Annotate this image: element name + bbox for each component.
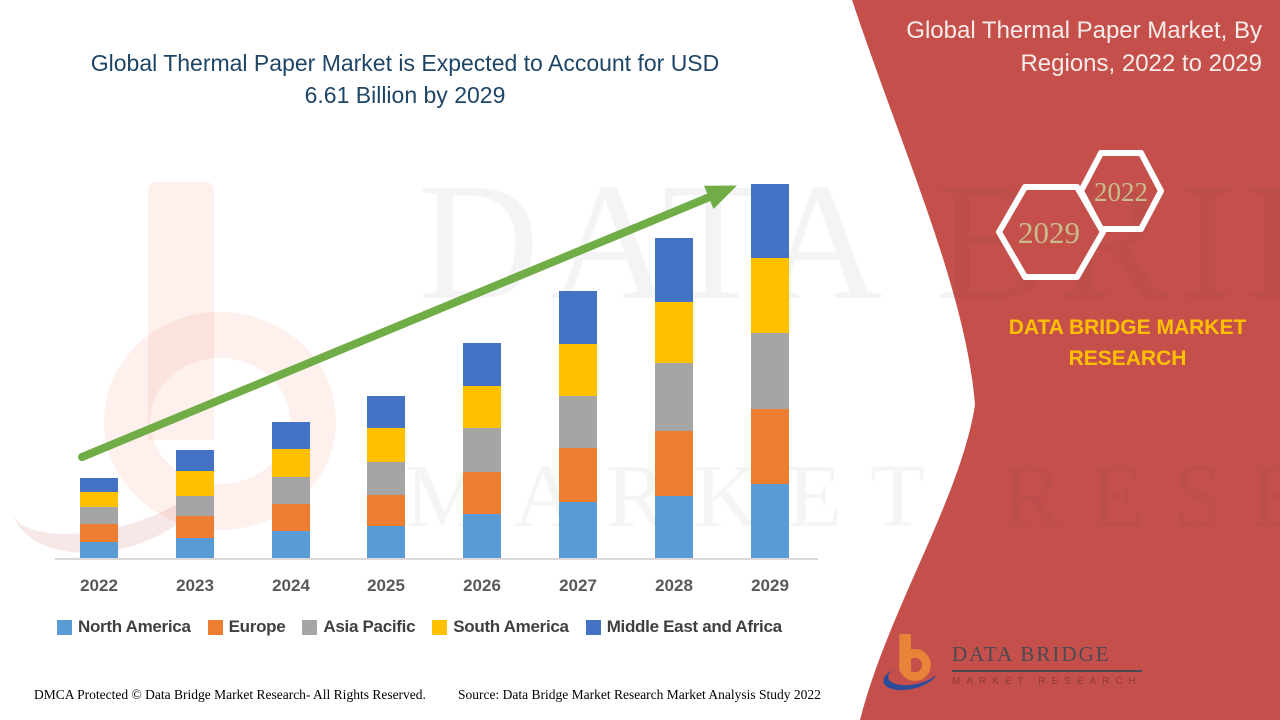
bar-segment-2023-middle-east-and-africa: [176, 450, 214, 471]
bar-segment-2029-asia-pacific: [751, 333, 789, 409]
logo-subtitle: MARKET RESEARCH: [952, 675, 1142, 687]
bar-segment-2026-south-america: [463, 386, 501, 428]
chart-title-line2: 6.61 Billion by 2029: [304, 82, 506, 108]
legend-item-middle-east-and-africa: Middle East and Africa: [585, 617, 782, 637]
watermark-text-marketresearch: MARKET RESEARCH: [405, 447, 1280, 546]
bar-segment-2025-north-america: [367, 526, 405, 558]
bar-segment-2025-europe: [367, 495, 405, 526]
bar-segment-2026-europe: [463, 472, 501, 514]
legend-swatch: [302, 619, 318, 635]
dmca-notice: DMCA Protected © Data Bridge Market Rese…: [34, 687, 426, 702]
hexagon-2022-label: 2022: [1094, 177, 1148, 207]
hexagon-2029: [996, 184, 1106, 280]
logo-title: DATA BRIDGE: [952, 642, 1142, 672]
x-axis-label-2025: 2025: [367, 576, 405, 595]
legend-swatch: [207, 619, 223, 635]
x-axis-label-2024: 2024: [272, 576, 310, 595]
bar-segment-2024-asia-pacific: [272, 477, 310, 504]
legend-label: South America: [453, 617, 569, 636]
bar-segment-2027-europe: [559, 448, 597, 502]
bar-segment-2024-north-america: [272, 531, 310, 558]
bar-segment-2025-south-america: [367, 428, 405, 462]
bar-segment-2029-middle-east-and-africa: [751, 184, 789, 258]
legend-label: Europe: [228, 617, 286, 636]
bar-segment-2028-asia-pacific: [655, 363, 693, 431]
bar-segment-2022-europe: [80, 524, 118, 542]
bar-segment-2026-asia-pacific: [463, 428, 501, 472]
bar-segment-2025-asia-pacific: [367, 462, 405, 495]
x-axis-label-2027: 2027: [559, 576, 597, 595]
bar-segment-2022-north-america: [80, 542, 118, 558]
x-axis-label-2026: 2026: [463, 576, 501, 595]
chart-title-line1: Global Thermal Paper Market is Expected …: [90, 50, 720, 76]
bar-segment-2023-north-america: [176, 538, 214, 558]
bar-segment-2024-europe: [272, 504, 310, 531]
x-axis-line: [55, 558, 818, 560]
bar-segment-2029-europe: [751, 409, 789, 484]
source-note: Source: Data Bridge Market Research Mark…: [458, 687, 821, 702]
legend-label: Asia Pacific: [323, 617, 416, 636]
bar-segment-2023-europe: [176, 516, 214, 538]
bar-segment-2029-south-america: [751, 258, 789, 333]
legend-item-north-america: North America: [57, 617, 191, 637]
bar-segment-2024-middle-east-and-africa: [272, 422, 310, 449]
legend-item-europe: Europe: [207, 617, 286, 637]
bar-segment-2026-middle-east-and-africa: [463, 343, 501, 386]
bar-segment-2024-south-america: [272, 449, 310, 477]
bar-segment-2023-south-america: [176, 471, 214, 496]
bar-segment-2028-europe: [655, 431, 693, 496]
legend-item-asia-pacific: Asia Pacific: [302, 617, 416, 637]
footer-logo: DATA BRIDGE MARKET RESEARCH: [882, 633, 1142, 695]
bar-segment-2027-north-america: [559, 502, 597, 558]
x-axis-label-2022: 2022: [80, 576, 118, 595]
red-panel-shape: [852, 0, 1280, 720]
bar-segment-2029-north-america: [751, 484, 789, 558]
bar-segment-2025-middle-east-and-africa: [367, 396, 405, 428]
legend-swatch: [432, 619, 448, 635]
x-axis-label-2023: 2023: [176, 576, 214, 595]
legend-item-south-america: South America: [432, 617, 569, 637]
bar-segment-2022-south-america: [80, 492, 118, 507]
hexagon-2029-label: 2029: [1018, 215, 1080, 250]
bar-segment-2027-middle-east-and-africa: [559, 291, 597, 344]
bar-segment-2027-asia-pacific: [559, 396, 597, 448]
bar-segment-2028-north-america: [655, 496, 693, 558]
chart-title: Global Thermal Paper Market is Expected …: [55, 47, 755, 111]
bar-segment-2022-asia-pacific: [80, 507, 118, 524]
legend-swatch: [585, 619, 601, 635]
trend-arrow-head: [704, 185, 737, 209]
bar-segment-2028-middle-east-and-africa: [655, 238, 693, 302]
legend-label: Middle East and Africa: [606, 617, 782, 636]
legend-label: North America: [78, 617, 191, 636]
bar-segment-2023-asia-pacific: [176, 496, 214, 516]
bar-segment-2027-south-america: [559, 344, 597, 396]
chart-legend: North America Europe Asia Pacific South Ame…: [57, 617, 827, 637]
data-bridge-logo-icon: [883, 634, 940, 691]
brand-wordmark: DATA BRIDGE MARKET RESEARCH: [1008, 316, 1247, 370]
bar-segment-2026-north-america: [463, 514, 501, 558]
bar-segment-2022-middle-east-and-africa: [80, 478, 118, 492]
x-axis-label-2028: 2028: [655, 576, 693, 595]
legend-swatch: [57, 619, 72, 635]
x-axis-label-2029: 2029: [751, 576, 789, 595]
panel-title: Global Thermal Paper Market, By Regions,…: [906, 17, 1262, 77]
bar-segment-2028-south-america: [655, 302, 693, 363]
trend-arrow-line: [78, 192, 716, 461]
